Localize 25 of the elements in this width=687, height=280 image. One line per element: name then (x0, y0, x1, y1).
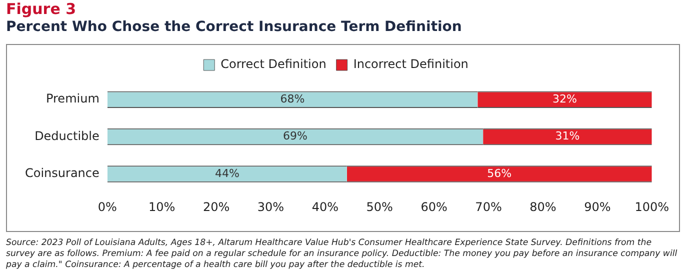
data-label: 32% (552, 92, 577, 106)
x-tick-label: 10% (148, 200, 176, 214)
chart-title: Figure 3 (6, 0, 76, 18)
x-tick-label: 0% (98, 200, 117, 214)
x-tick-label: 40% (312, 200, 339, 214)
y-tick-label: Deductible (34, 128, 100, 143)
y-tick-label: Premium (46, 92, 100, 106)
data-label: 69% (283, 130, 308, 143)
legend-label: Correct Definition (220, 57, 326, 72)
x-tick-label: 70% (475, 200, 502, 214)
source-note: Source: 2023 Poll of Louisiana Adults, Ages 18+, Altarum Healthcare Value Hub's Consumer Healthcare Experience State Survey. Definitions from the survey are as follows. Premium: A fee paid on a regular schedule for an insurance policy. Deductible: The money you pay before an insurance company will pay a claim." Coinsurance: A percentage of a health care bill you pay after the deductible is met. (6, 238, 678, 271)
legend-label: Incorrect Definition (353, 57, 468, 72)
x-tick-label: 100% (634, 200, 670, 214)
data-label: 56% (487, 166, 512, 180)
x-tick-label: 30% (257, 200, 284, 214)
x-tick-label: 50% (366, 200, 393, 214)
data-label: 31% (555, 130, 580, 143)
data-label: 68% (280, 92, 305, 106)
x-tick-label: 20% (202, 200, 230, 214)
x-tick-label: 90% (584, 200, 611, 214)
y-tick-label: Coinsurance (25, 166, 100, 180)
chart-subtitle: Percent Who Chose the Correct Insurance Term Definition (6, 19, 462, 35)
data-label: 44% (214, 166, 240, 180)
x-tick-label: 80% (530, 200, 556, 214)
x-tick-label: 60% (420, 200, 448, 214)
